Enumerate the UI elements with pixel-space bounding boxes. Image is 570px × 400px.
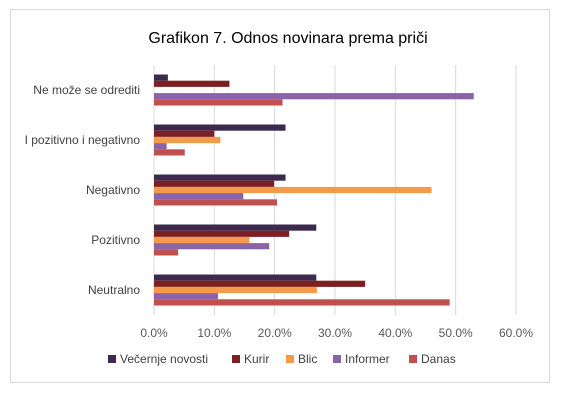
legend-entry: Blic xyxy=(298,352,317,366)
bar-ve-ernje-novosti-1 xyxy=(154,124,286,131)
x-tick-label: 50.0% xyxy=(439,326,473,340)
legend-entry: Informer xyxy=(345,352,390,366)
bar-ve-ernje-novosti-3 xyxy=(154,224,317,231)
bar-ve-ernje-novosti-4 xyxy=(154,274,317,281)
chart-frame: Grafikon 7. Odnos novinara prema priči N… xyxy=(10,9,550,383)
bar-ve-ernje-novosti-0 xyxy=(154,74,168,81)
bar-danas-1 xyxy=(154,149,185,156)
bar-blic-3 xyxy=(154,236,250,244)
legend-entry: Kurir xyxy=(244,352,269,366)
category-labels: Ne može se odrediti I pozitivno i negativ… xyxy=(25,83,141,297)
x-tick-label: 30.0% xyxy=(318,326,352,340)
x-tick-label: 20.0% xyxy=(258,326,292,340)
legend-swatch xyxy=(409,355,417,363)
category-label: Pozitivno xyxy=(91,233,140,247)
chart-title: Grafikon 7. Odnos novinara prema priči xyxy=(148,30,427,47)
bar-kurir-3 xyxy=(154,230,290,237)
bar-informer-1 xyxy=(154,143,167,150)
bar-kurir-2 xyxy=(154,180,275,187)
bar-informer-3 xyxy=(154,243,270,250)
bar-kurir-1 xyxy=(154,130,215,137)
bar-danas-3 xyxy=(154,249,179,256)
bar-danas-2 xyxy=(154,199,278,206)
bar-danas-4 xyxy=(154,299,450,306)
x-tick-label: 60.0% xyxy=(499,326,533,340)
category-label: Neutralno xyxy=(88,283,140,297)
bar-informer-0 xyxy=(154,93,474,100)
bar-danas-0 xyxy=(154,99,283,106)
legend: Večernje novosti Kurir Blic Informer Danas xyxy=(108,352,456,366)
category-label: Ne može se odrediti xyxy=(33,83,140,97)
x-tick-label: 10.0% xyxy=(197,326,231,340)
bar-blic-1 xyxy=(154,136,221,144)
legend-swatch xyxy=(108,355,116,363)
legend-swatch xyxy=(232,355,240,363)
bar-chart: Grafikon 7. Odnos novinara prema priči N… xyxy=(25,30,534,366)
x-tick-label: 0.0% xyxy=(140,326,168,340)
legend-swatch xyxy=(286,355,294,363)
bar-informer-4 xyxy=(154,293,218,300)
bar-blic-2 xyxy=(154,186,432,194)
x-tick-labels: 0.0% 10.0% 20.0% 30.0% 40.0% 50.0% 60.0% xyxy=(140,326,533,340)
bar-kurir-0 xyxy=(154,80,230,87)
bar-blic-4 xyxy=(154,286,317,294)
x-tick-label: 40.0% xyxy=(378,326,412,340)
legend-entry: Večernje novosti xyxy=(120,352,208,366)
bars xyxy=(154,74,474,306)
category-label: Negativno xyxy=(86,183,140,197)
bar-ve-ernje-novosti-2 xyxy=(154,174,286,181)
legend-entry: Danas xyxy=(421,352,456,366)
bar-kurir-4 xyxy=(154,280,366,287)
legend-swatch xyxy=(333,355,341,363)
category-label: I pozitivno i negativno xyxy=(25,133,141,147)
bar-informer-2 xyxy=(154,193,244,200)
